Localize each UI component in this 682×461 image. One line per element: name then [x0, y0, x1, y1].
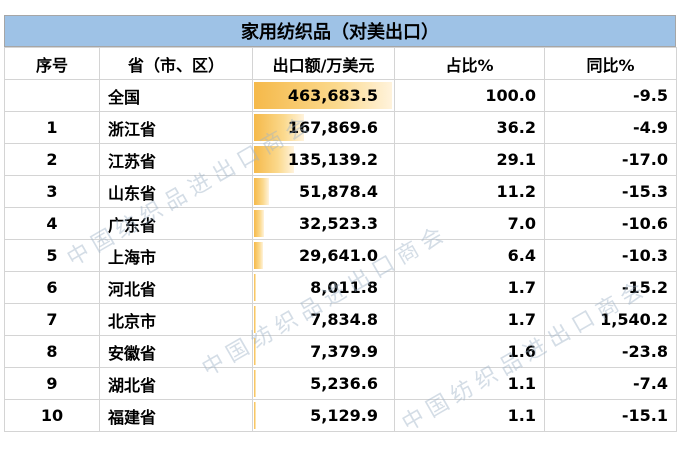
cell-province: 浙江省: [99, 111, 253, 144]
cell-yoy: -15.2: [544, 271, 677, 304]
cell-province: 江苏省: [99, 143, 253, 176]
cell-yoy: -10.6: [544, 207, 677, 240]
table-row: 1 浙江省 167,869.6 36.2 -4.9: [4, 111, 677, 144]
data-bar: [254, 338, 257, 365]
cell-province: 全国: [99, 79, 253, 112]
export-value: 32,523.3: [299, 214, 378, 233]
export-value: 7,834.8: [310, 310, 378, 329]
data-bar: [254, 178, 270, 205]
cell-export: 8,011.8: [252, 271, 395, 304]
cell-yoy: -7.4: [544, 367, 677, 400]
cell-export: 29,641.0: [252, 239, 395, 272]
data-bar: [254, 402, 256, 429]
cell-share: 1.6: [394, 335, 545, 368]
header-index: 序号: [4, 47, 100, 80]
table-row: 3 山东省 51,878.4 11.2 -15.3: [4, 175, 677, 208]
cell-province: 河北省: [99, 271, 253, 304]
data-bar: [254, 114, 304, 141]
table-row: 6 河北省 8,011.8 1.7 -15.2: [4, 271, 677, 304]
table-row: 10 福建省 5,129.9 1.1 -15.1: [4, 399, 677, 432]
header-row: 序号 省（市、区） 出口额/万美元 占比% 同比%: [4, 47, 677, 80]
cell-yoy: -17.0: [544, 143, 677, 176]
cell-share: 29.1: [394, 143, 545, 176]
header-share: 占比%: [394, 47, 545, 80]
cell-export: 167,869.6: [252, 111, 395, 144]
export-value: 29,641.0: [299, 246, 378, 265]
cell-share: 7.0: [394, 207, 545, 240]
cell-index: 6: [4, 271, 100, 304]
cell-yoy: -23.8: [544, 335, 677, 368]
export-value: 167,869.6: [287, 118, 378, 137]
cell-index: 5: [4, 239, 100, 272]
cell-index: 1: [4, 111, 100, 144]
header-export: 出口额/万美元: [252, 47, 395, 80]
cell-index: 8: [4, 335, 100, 368]
export-value: 5,236.6: [310, 374, 378, 393]
cell-province: 湖北省: [99, 367, 253, 400]
header-yoy: 同比%: [544, 47, 677, 80]
cell-export: 135,139.2: [252, 143, 395, 176]
cell-index: 4: [4, 207, 100, 240]
data-bar: [254, 242, 263, 269]
table-row: 9 湖北省 5,236.6 1.1 -7.4: [4, 367, 677, 400]
cell-index: 7: [4, 303, 100, 336]
cell-province: 山东省: [99, 175, 253, 208]
cell-export: 7,379.9: [252, 335, 395, 368]
data-bar: [254, 146, 295, 173]
export-value: 7,379.9: [310, 342, 378, 361]
cell-share: 1.7: [394, 271, 545, 304]
cell-province: 安徽省: [99, 335, 253, 368]
data-bar: [254, 82, 392, 109]
data-bar: [254, 370, 256, 397]
cell-share: 36.2: [394, 111, 545, 144]
header-province: 省（市、区）: [99, 47, 253, 80]
cell-share: 11.2: [394, 175, 545, 208]
cell-export: 51,878.4: [252, 175, 395, 208]
export-value: 463,683.5: [287, 86, 378, 105]
export-value: 5,129.9: [310, 406, 378, 425]
table-row: 全国 463,683.5 100.0 -9.5: [4, 79, 677, 112]
cell-province: 上海市: [99, 239, 253, 272]
cell-yoy: -4.9: [544, 111, 677, 144]
data-bar: [254, 210, 264, 237]
table-row: 4 广东省 32,523.3 7.0 -10.6: [4, 207, 677, 240]
table-row: 8 安徽省 7,379.9 1.6 -23.8: [4, 335, 677, 368]
cell-yoy: -15.3: [544, 175, 677, 208]
cell-province: 北京市: [99, 303, 253, 336]
cell-index: 10: [4, 399, 100, 432]
cell-province: 广东省: [99, 207, 253, 240]
cell-province: 福建省: [99, 399, 253, 432]
cell-share: 1.1: [394, 367, 545, 400]
data-table: 序号 省（市、区） 出口额/万美元 占比% 同比% 全国 463,683.5 100…: [4, 47, 677, 432]
table-row: 2 江苏省 135,139.2 29.1 -17.0: [4, 143, 677, 176]
table-row: 7 北京市 7,834.8 1.7 1,540.2: [4, 303, 677, 336]
cell-index: 9: [4, 367, 100, 400]
export-value: 135,139.2: [287, 150, 378, 169]
cell-export: 463,683.5: [252, 79, 395, 112]
cell-export: 5,236.6: [252, 367, 395, 400]
cell-index: 2: [4, 143, 100, 176]
table-title: 家用纺织品（对美出口）: [4, 15, 676, 47]
data-bar: [254, 274, 257, 301]
cell-export: 5,129.9: [252, 399, 395, 432]
cell-yoy: -10.3: [544, 239, 677, 272]
cell-index: 3: [4, 175, 100, 208]
data-bar: [254, 306, 257, 333]
cell-share: 100.0: [394, 79, 545, 112]
cell-yoy: -9.5: [544, 79, 677, 112]
table-row: 5 上海市 29,641.0 6.4 -10.3: [4, 239, 677, 272]
export-value: 51,878.4: [299, 182, 378, 201]
cell-share: 6.4: [394, 239, 545, 272]
cell-export: 32,523.3: [252, 207, 395, 240]
cell-yoy: -15.1: [544, 399, 677, 432]
cell-index: [4, 79, 100, 112]
export-value: 8,011.8: [310, 278, 378, 297]
cell-share: 1.7: [394, 303, 545, 336]
cell-share: 1.1: [394, 399, 545, 432]
cell-export: 7,834.8: [252, 303, 395, 336]
cell-yoy: 1,540.2: [544, 303, 677, 336]
